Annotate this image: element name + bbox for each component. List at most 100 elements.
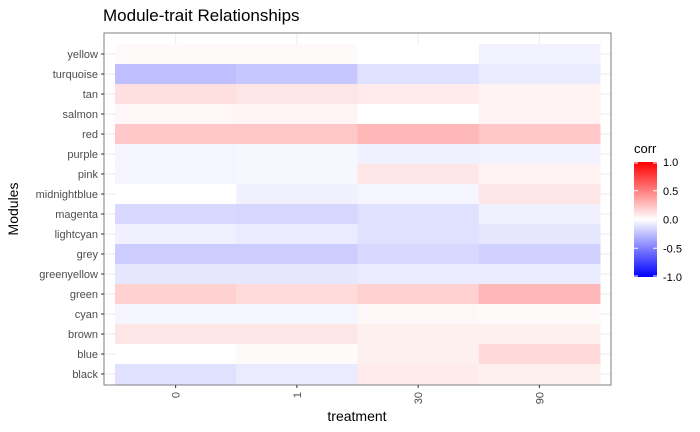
- heatmap-cell: [236, 144, 358, 165]
- heatmap-cell: [236, 204, 358, 225]
- heatmap-cell: [236, 124, 358, 145]
- y-tick-label: black: [72, 369, 98, 381]
- heatmap-cell: [115, 264, 237, 285]
- heatmap-cell: [236, 164, 358, 185]
- heatmap-cell: [236, 84, 358, 105]
- heatmap-cell: [357, 364, 480, 385]
- legend-tick-label: -1.0: [663, 272, 682, 284]
- heatmap-cell: [115, 304, 237, 325]
- legend-tick-label: 1.0: [663, 157, 678, 169]
- heatmap-cell: [357, 224, 480, 245]
- y-tick-label: purple: [67, 149, 98, 161]
- x-tick-label: 1: [292, 392, 304, 398]
- heatmap-cell: [236, 44, 358, 65]
- heatmap-cell: [357, 144, 480, 165]
- heatmap-cell: [478, 224, 601, 245]
- y-axis-title: Modules: [5, 183, 21, 236]
- x-tick-label: 30: [413, 392, 425, 404]
- y-tick-label: salmon: [63, 109, 98, 121]
- y-tick-label: blue: [77, 349, 98, 361]
- heatmap-cell: [357, 84, 480, 105]
- heatmap-cell: [357, 264, 480, 285]
- y-tick-label: brown: [68, 329, 98, 341]
- heatmap-cell: [478, 164, 601, 185]
- chart-title: Module-trait Relationships: [103, 6, 300, 25]
- heatmap-cell: [357, 204, 480, 225]
- heatmap-cell: [115, 44, 237, 65]
- heatmap-cell: [115, 344, 237, 365]
- heatmap-cell: [115, 324, 237, 345]
- y-tick-label: grey: [77, 249, 99, 261]
- legend-colorbar: [634, 162, 657, 277]
- y-tick-label: magenta: [55, 209, 99, 221]
- x-tick-labels: 0 1 30 90: [171, 385, 546, 404]
- heatmap-cell: [115, 164, 237, 185]
- heatmap-cell: [115, 64, 237, 85]
- heatmap-cell: [478, 44, 601, 65]
- x-tick-label: 90: [534, 392, 546, 404]
- heatmap-cells: [115, 44, 601, 385]
- heatmap-cell: [357, 244, 480, 265]
- y-tick-label: cyan: [75, 309, 98, 321]
- y-tick-label: pink: [78, 169, 99, 181]
- heatmap-cell: [478, 304, 601, 325]
- heatmap-cell: [115, 244, 237, 265]
- heatmap-cell: [115, 124, 237, 145]
- heatmap-cell: [478, 124, 601, 145]
- heatmap-cell: [236, 344, 358, 365]
- y-tick-label: red: [82, 129, 98, 141]
- legend-tick-label: 0.5: [663, 186, 678, 198]
- heatmap-cell: [478, 64, 601, 85]
- heatmap-cell: [478, 204, 601, 225]
- heatmap-cell: [357, 284, 480, 305]
- heatmap-cell: [478, 364, 601, 385]
- y-tick-label: yellow: [67, 49, 98, 61]
- heatmap-cell: [115, 104, 237, 125]
- y-tick-label: tan: [83, 89, 98, 101]
- heatmap-cell: [115, 204, 237, 225]
- heatmap-cell: [357, 304, 480, 325]
- heatmap-cell: [236, 364, 358, 385]
- heatmap-cell: [478, 284, 601, 305]
- heatmap-cell: [357, 44, 480, 65]
- heatmap-cell: [115, 284, 237, 305]
- heatmap-cell: [478, 244, 601, 265]
- heatmap-cell: [115, 184, 237, 205]
- y-tick-label: midnightblue: [36, 189, 98, 201]
- legend-tick-label: 0.0: [663, 215, 678, 227]
- legend-title: corr: [634, 141, 657, 156]
- panel-border: [103, 32, 612, 386]
- legend-tick-label: -0.5: [663, 243, 682, 255]
- heatmap-cell: [357, 164, 480, 185]
- heatmap-cell: [236, 304, 358, 325]
- heatmap-cell: [236, 224, 358, 245]
- y-tick-label: turquoise: [53, 69, 98, 81]
- heatmap-cell: [357, 64, 480, 85]
- heatmap-cell: [115, 224, 237, 245]
- heatmap-cell: [357, 184, 480, 205]
- heatmap-cell: [357, 324, 480, 345]
- heatmap-cell: [357, 104, 480, 125]
- heatmap-cell: [478, 144, 601, 165]
- heatmap-cell: [115, 364, 237, 385]
- heatmap-cell: [236, 264, 358, 285]
- heatmap-cell: [478, 264, 601, 285]
- legend: corr 1.0 0.5 0.0 -0.5 -1.0: [634, 141, 682, 284]
- heatmap-cell: [236, 324, 358, 345]
- heatmap-cell: [115, 144, 237, 165]
- heatmap-cell: [357, 124, 480, 145]
- heatmap-cell: [236, 184, 358, 205]
- heatmap-cell: [236, 244, 358, 265]
- heatmap-cell: [478, 324, 601, 345]
- heatmap-cell: [478, 184, 601, 205]
- heatmap-cell: [236, 64, 358, 85]
- heatmap-cell: [478, 84, 601, 105]
- y-tick-label: greenyellow: [39, 269, 98, 281]
- x-tick-label: 0: [171, 392, 183, 398]
- legend-ticks: 1.0 0.5 0.0 -0.5 -1.0: [634, 157, 682, 284]
- y-tick-label: lightcyan: [55, 229, 98, 241]
- heatmap-cell: [115, 84, 237, 105]
- y-tick-label: green: [70, 289, 98, 301]
- x-axis-title: treatment: [327, 408, 386, 424]
